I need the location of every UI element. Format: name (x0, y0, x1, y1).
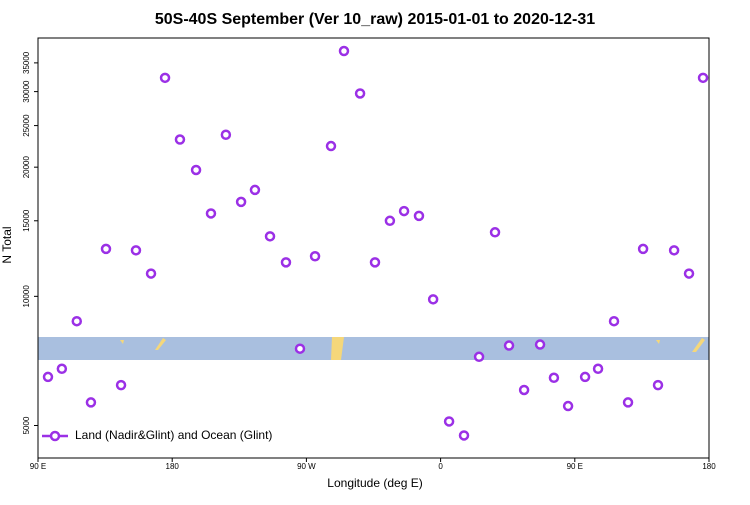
point (683, 268, 695, 279)
point (458, 430, 470, 441)
point (413, 210, 425, 222)
land-mask-band (38, 337, 709, 360)
point (85, 397, 97, 408)
point (159, 72, 171, 84)
point (325, 140, 337, 152)
point (489, 227, 501, 238)
x-tick-label: 90 E (30, 462, 46, 471)
point (562, 400, 574, 412)
point (369, 257, 381, 268)
point (443, 416, 455, 427)
point (71, 315, 83, 327)
point (592, 363, 604, 375)
point (354, 88, 366, 99)
x-tick-label: 180 (166, 462, 180, 471)
point (130, 245, 142, 256)
legend-marker (49, 430, 61, 442)
point (115, 379, 127, 391)
point (338, 45, 350, 57)
point (249, 184, 261, 196)
y-tick-label: 30000 (22, 80, 31, 103)
point (384, 215, 396, 227)
point (280, 257, 292, 268)
x-tick-label: 90 W (297, 462, 316, 471)
point (608, 315, 620, 327)
x-axis-label: Longitude (deg E) (327, 476, 422, 490)
point (294, 343, 306, 354)
point (309, 251, 321, 262)
point (518, 384, 530, 396)
y-tick-label: 10000 (22, 285, 31, 308)
x-tick-label: 90 E (567, 462, 583, 471)
point (235, 196, 247, 208)
plot-frame (37, 37, 710, 459)
point (503, 340, 515, 351)
chart-title: 50S-40S September (Ver 10_raw) 2015-01-0… (155, 11, 595, 28)
point (668, 245, 680, 256)
point (548, 372, 560, 384)
point (652, 379, 664, 391)
point (697, 72, 709, 84)
y-tick-label: 25000 (22, 114, 31, 137)
y-tick-label: 35000 (22, 51, 31, 74)
point (637, 243, 649, 255)
point (205, 208, 217, 219)
point (145, 268, 157, 279)
legend-label: Land (Nadir&Glint) and Ocean (Glint) (75, 428, 272, 442)
point (622, 397, 634, 408)
point (56, 363, 68, 375)
point (264, 231, 276, 242)
x-tick-label: 180 (702, 462, 716, 471)
point (190, 164, 202, 176)
point (174, 134, 186, 145)
point (398, 205, 410, 217)
point (473, 351, 485, 363)
y-tick-label: 5000 (22, 416, 31, 434)
point (427, 294, 439, 305)
point (42, 371, 54, 383)
point (579, 371, 591, 383)
y-axis-label: N Total (0, 226, 14, 263)
y-tick-label: 20000 (22, 155, 31, 178)
point (220, 129, 232, 141)
x-tick-label: 0 (438, 462, 443, 471)
point (100, 243, 112, 255)
y-tick-label: 15000 (22, 209, 31, 232)
point (534, 339, 546, 350)
